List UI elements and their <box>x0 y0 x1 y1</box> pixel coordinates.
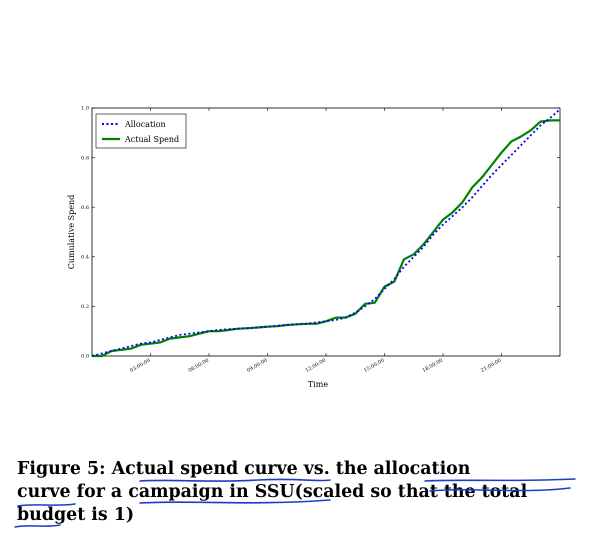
x-tick-label: 12:00:00 <box>305 358 327 374</box>
caption-line-2: curve for a campaign in SSU(scaled so th… <box>17 482 528 502</box>
figure-caption: Figure 5: Actual spend curve vs. the all… <box>17 458 577 527</box>
series-lines <box>91 108 561 358</box>
caption-line-1: Figure 5: Actual spend curve vs. the all… <box>17 459 471 479</box>
x-tick-label: 09:00:00 <box>246 358 268 374</box>
legend-label-actual-spend: Actual Spend <box>124 135 179 144</box>
y-tick-label: 0.0 <box>81 354 89 360</box>
y-tick-label: 0.4 <box>81 255 89 261</box>
legend-box <box>95 113 187 149</box>
y-tick-label: 0.2 <box>81 304 89 310</box>
y-axis-title: Cumulative Spend <box>67 195 76 270</box>
legend: Allocation Actual Spend <box>95 113 187 149</box>
x-tick-label: 21:00:00 <box>480 358 502 374</box>
legend-label-allocation: Allocation <box>124 120 166 129</box>
y-tick-label: 0.8 <box>81 155 89 161</box>
x-tick-label: 15:00:00 <box>363 358 385 374</box>
y-tick-label: 0.6 <box>81 205 89 211</box>
y-tick-label: 1.0 <box>81 106 89 112</box>
caption-line-3: budget is 1) <box>17 505 135 525</box>
series-actual-spend-line <box>92 119 560 358</box>
x-tick-label: 06:00:00 <box>188 358 210 374</box>
x-tick-label: 18:00:00 <box>422 358 444 374</box>
x-axis-title: Time <box>308 380 328 389</box>
cumulative-spend-chart: 0.0 0.2 0.4 0.6 0.8 1.0 03:00:00 06:00:00 09:00:… <box>67 106 561 389</box>
x-tick-label: 03:00:00 <box>129 358 151 374</box>
